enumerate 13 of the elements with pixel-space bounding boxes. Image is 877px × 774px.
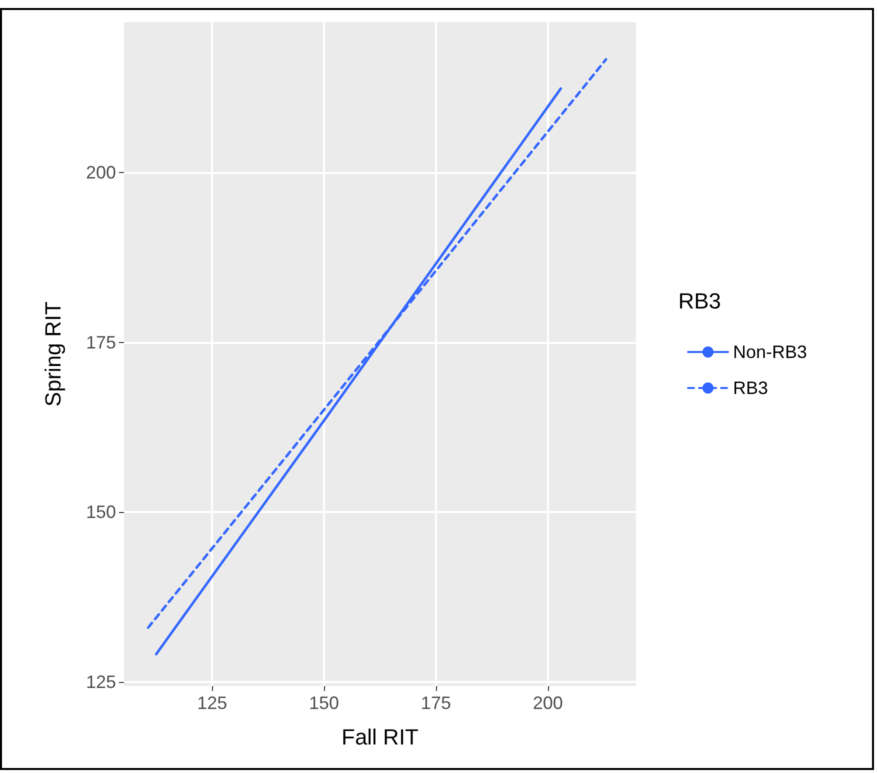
y-tick-label: 175 bbox=[86, 332, 116, 352]
legend-label: Non-RB3 bbox=[733, 342, 808, 362]
y-tick-label: 150 bbox=[86, 502, 116, 522]
legend-label: RB3 bbox=[733, 378, 768, 398]
y-axis-title: Spring RIT bbox=[40, 301, 66, 407]
x-tick-label: 150 bbox=[309, 693, 340, 713]
x-axis-title: Fall RIT bbox=[342, 724, 418, 750]
x-tick-label: 175 bbox=[420, 693, 451, 713]
y-tick-label: 125 bbox=[86, 672, 116, 692]
x-tick-label: 125 bbox=[197, 693, 228, 713]
y-tick-label: 200 bbox=[86, 162, 116, 183]
x-tick-label: 200 bbox=[532, 693, 563, 713]
legend-title: RB3 bbox=[678, 288, 721, 314]
